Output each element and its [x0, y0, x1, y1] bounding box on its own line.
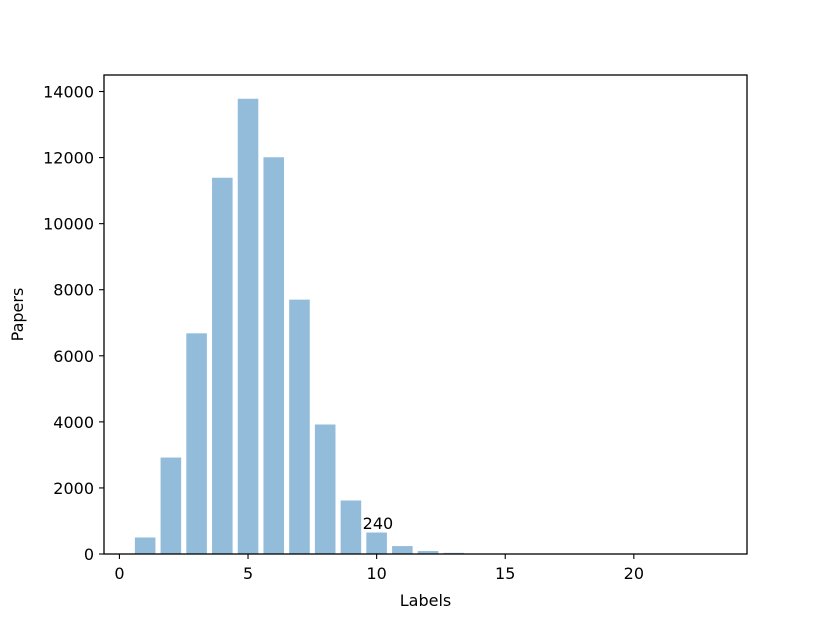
bar-7 — [289, 299, 310, 554]
bar-11 — [392, 546, 413, 554]
y-tick-label-14000: 14000 — [43, 83, 94, 102]
bar-2 — [160, 457, 182, 554]
plot-area-frame — [103, 74, 748, 555]
y-axis-ticks: 0 2000 4000 6000 8000 10000 12000 14000 — [43, 83, 104, 564]
x-tick-label-10: 10 — [366, 564, 386, 583]
bar-9 — [340, 500, 362, 554]
bar-3 — [186, 333, 207, 554]
y-tick-label-12000: 12000 — [43, 149, 94, 168]
bar-6 — [263, 157, 285, 554]
bar-12 — [417, 551, 439, 554]
y-tick-label-0: 0 — [84, 545, 94, 564]
y-tick-label-2000: 2000 — [53, 479, 94, 498]
bar-4 — [212, 177, 233, 554]
bar-5 — [237, 98, 259, 555]
y-tick-label-4000: 4000 — [53, 413, 94, 432]
x-tick-label-20: 20 — [624, 564, 644, 583]
annotation-label-0: 240 — [363, 514, 394, 533]
bar-10 — [366, 532, 387, 554]
y-tick-label-8000: 8000 — [53, 281, 94, 300]
x-tick-label-15: 15 — [495, 564, 515, 583]
y-axis-title: Papers — [8, 288, 27, 342]
y-tick-label-10000: 10000 — [43, 215, 94, 234]
y-tick-label-6000: 6000 — [53, 347, 94, 366]
x-tick-label-0: 0 — [114, 564, 124, 583]
x-axis-title: Labels — [400, 591, 452, 610]
bar-1 — [134, 537, 156, 554]
annotations-layer: 240 — [363, 514, 394, 533]
x-tick-label-5: 5 — [243, 564, 253, 583]
x-axis-ticks: 0 5 10 15 20 — [114, 554, 644, 583]
bars-layer — [134, 98, 722, 555]
bar-8 — [314, 424, 336, 554]
